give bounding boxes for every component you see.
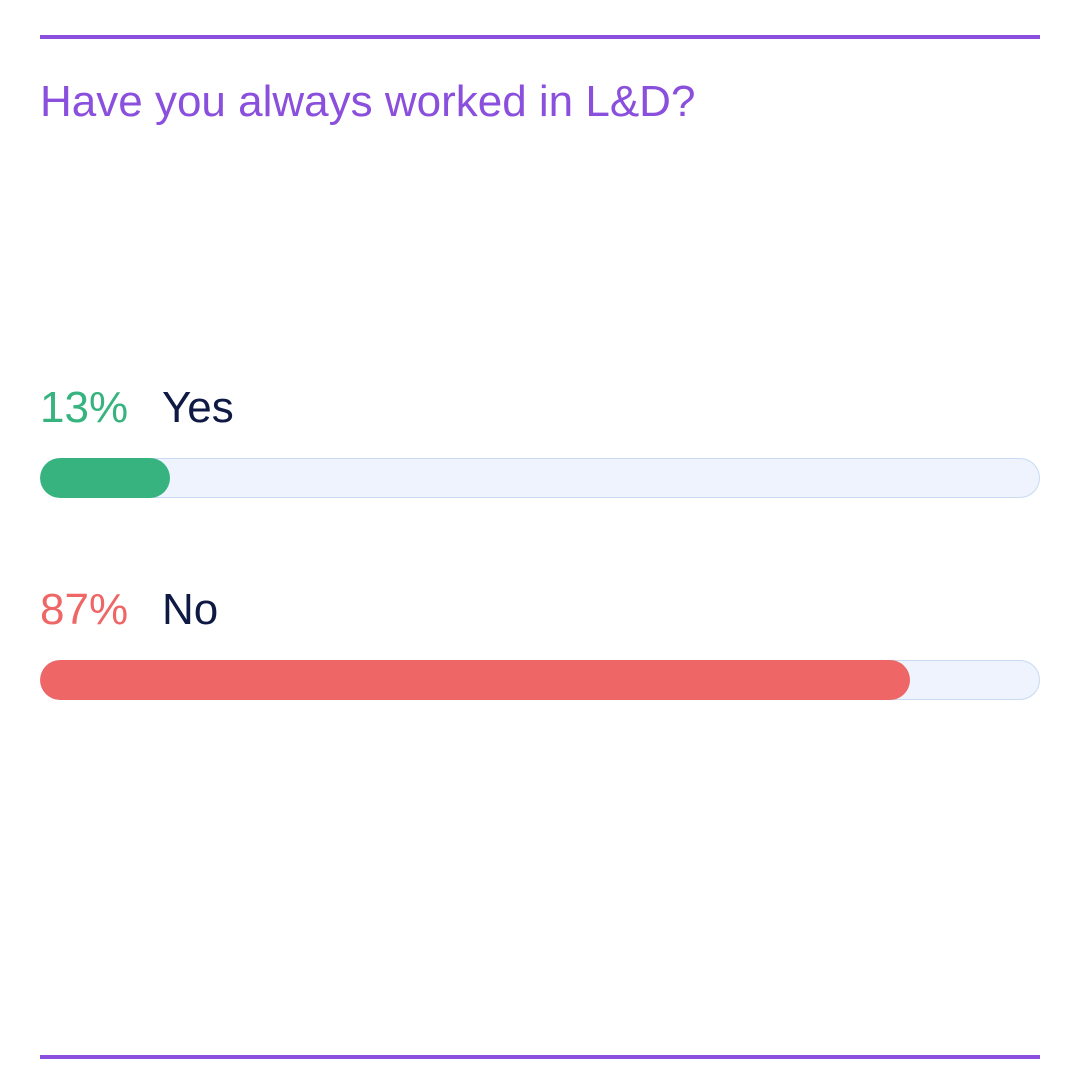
bottom-divider (40, 1055, 1040, 1059)
bar-track-no (40, 660, 1040, 700)
bar-row-yes: 13% Yes (40, 380, 1040, 498)
category-label-yes: Yes (162, 383, 234, 432)
top-divider (40, 35, 1040, 39)
value-label-yes: 13% (40, 383, 129, 432)
category-label-no: No (162, 585, 219, 634)
bar-fill-yes (40, 458, 170, 498)
value-label-no: 87% (40, 585, 129, 634)
bar-fill-no (40, 660, 910, 700)
chart-title: Have you always worked in L&D? (40, 77, 696, 126)
bar-track-yes (40, 458, 1040, 498)
bar-row-no: 87% No (40, 582, 1040, 700)
